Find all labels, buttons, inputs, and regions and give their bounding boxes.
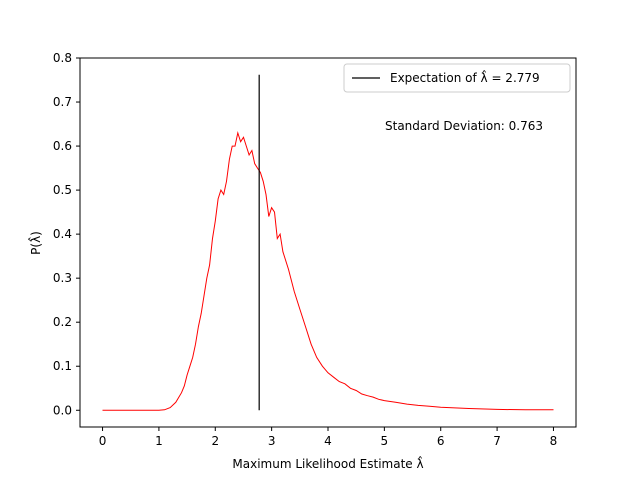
y-tick-label: 0.8 [53, 51, 72, 65]
x-tick-label: 0 [99, 434, 107, 448]
legend-label-expectation: Expectation of λ̂ = 2.779 [390, 69, 540, 85]
x-axis-label: Maximum Likelihood Estimate λ̂ [232, 455, 423, 471]
y-tick-label: 0.7 [53, 95, 72, 109]
legend: Expectation of λ̂ = 2.779 [343, 63, 571, 93]
y-axis-label: P(λ̂) [27, 231, 43, 255]
y-tick-label: 0.3 [53, 271, 72, 285]
x-tick-label: 6 [437, 434, 445, 448]
x-tick-label: 2 [211, 434, 219, 448]
plot-area [102, 74, 554, 411]
x-tick-label: 4 [324, 434, 332, 448]
y-tick-label: 0.1 [53, 359, 72, 373]
x-tick-label: 1 [155, 434, 163, 448]
x-tick-label: 5 [381, 434, 389, 448]
x-axis-ticks: 0 1 2 3 4 5 6 7 8 [99, 427, 558, 448]
y-tick-label: 0.2 [53, 315, 72, 329]
x-tick-label: 8 [550, 434, 558, 448]
y-tick-label: 0.6 [53, 139, 72, 153]
std-annotation: Standard Deviation: 0.763 [385, 119, 543, 133]
distribution-line [102, 130, 554, 411]
y-axis-ticks: 0.0 0.1 0.2 0.3 0.4 0.5 0.6 0.7 0.8 [53, 51, 80, 417]
y-tick-label: 0.0 [53, 403, 72, 417]
y-tick-label: 0.4 [53, 227, 72, 241]
y-tick-label: 0.5 [53, 183, 72, 197]
x-tick-label: 7 [493, 434, 501, 448]
legend-box [343, 63, 571, 93]
x-tick-label: 3 [268, 434, 276, 448]
